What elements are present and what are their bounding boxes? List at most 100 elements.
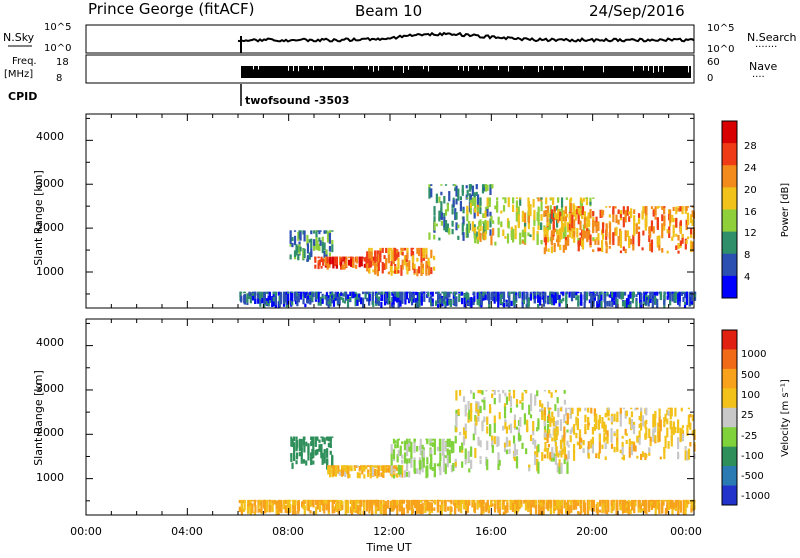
heatmap-cell bbox=[316, 293, 319, 299]
heatmap-cell bbox=[599, 291, 602, 295]
heatmap-cell bbox=[486, 426, 489, 434]
heatmap-cell bbox=[691, 499, 694, 508]
heatmap-cell bbox=[292, 505, 295, 510]
heatmap-cell bbox=[331, 436, 334, 439]
heatmap-cell bbox=[412, 293, 415, 299]
heatmap-cell bbox=[641, 451, 645, 458]
heatmap-cell bbox=[625, 410, 628, 416]
heatmap-cell bbox=[481, 390, 484, 395]
heatmap-cell bbox=[476, 499, 479, 509]
heatmap-cell bbox=[685, 224, 688, 231]
heatmap-cell bbox=[552, 453, 555, 462]
heatmap-cell bbox=[395, 291, 399, 300]
heatmap-cell bbox=[661, 214, 664, 222]
heatmap-cell bbox=[546, 401, 550, 409]
heatmap-cell bbox=[648, 428, 651, 439]
heatmap-cell bbox=[297, 231, 300, 241]
heatmap-cell bbox=[532, 437, 535, 445]
heatmap-cell bbox=[473, 192, 476, 199]
heatmap-cell bbox=[584, 414, 587, 423]
heatmap-cell bbox=[271, 296, 274, 306]
heatmap-cell bbox=[431, 291, 434, 297]
heatmap-cell bbox=[446, 203, 449, 212]
heatmap-cell bbox=[464, 458, 467, 465]
heatmap-cell bbox=[401, 291, 404, 304]
heatmap-cell bbox=[574, 503, 578, 510]
heatmap-cell bbox=[428, 297, 431, 303]
heatmap-cell bbox=[464, 404, 467, 417]
heatmap-cell bbox=[324, 295, 327, 300]
heatmap-cell bbox=[489, 218, 492, 228]
heatmap-cell bbox=[497, 296, 500, 308]
heatmap-cell bbox=[625, 433, 628, 437]
heatmap-cell bbox=[580, 295, 583, 306]
heatmap-cell bbox=[392, 449, 396, 460]
heatmap-cell bbox=[573, 501, 577, 508]
heatmap-cell bbox=[528, 464, 531, 468]
heatmap-cell bbox=[389, 247, 393, 251]
heatmap-cell bbox=[474, 199, 477, 210]
heatmap-cell bbox=[362, 291, 365, 295]
heatmap-cell bbox=[652, 500, 655, 509]
freq-gap bbox=[463, 66, 464, 71]
heatmap-cell bbox=[282, 292, 286, 303]
heatmap-cell bbox=[616, 440, 619, 446]
heatmap-cell bbox=[332, 294, 336, 300]
colorbar-segment bbox=[722, 187, 737, 210]
heatmap-cell bbox=[592, 219, 595, 232]
heatmap-cell bbox=[406, 459, 409, 472]
heatmap-cell bbox=[527, 200, 531, 211]
heatmap-cell bbox=[387, 499, 390, 509]
heatmap-cell bbox=[408, 458, 411, 464]
heatmap-cell bbox=[440, 499, 443, 507]
heatmap-cell bbox=[348, 259, 351, 266]
heatmap-cell bbox=[323, 501, 326, 514]
heatmap-cell bbox=[401, 247, 404, 252]
heatmap-cell bbox=[274, 291, 278, 297]
heatmap-cell bbox=[691, 414, 694, 422]
heatmap-cell bbox=[304, 303, 307, 308]
heatmap-cell bbox=[544, 292, 547, 299]
heatmap-cell bbox=[435, 291, 438, 294]
heatmap-cell bbox=[537, 215, 540, 226]
heatmap-cell bbox=[323, 499, 326, 504]
heatmap-cell bbox=[505, 436, 509, 447]
heatmap-cell bbox=[317, 263, 320, 270]
heatmap-cell bbox=[396, 439, 399, 449]
heatmap-cell bbox=[560, 206, 564, 217]
heatmap-cell bbox=[654, 435, 657, 441]
heatmap-cell bbox=[436, 463, 439, 467]
heatmap-cell bbox=[566, 413, 569, 425]
xlabel: Time UT bbox=[365, 541, 411, 554]
heatmap-cell bbox=[430, 267, 433, 274]
heatmap-cell bbox=[641, 415, 645, 427]
heatmap-cell bbox=[455, 185, 458, 197]
heatmap-cell bbox=[554, 441, 557, 446]
heatmap-cell bbox=[497, 436, 500, 446]
heatmap-cell bbox=[513, 426, 516, 430]
heatmap-cell bbox=[355, 256, 358, 259]
heatmap-cell bbox=[306, 255, 310, 262]
heatmap-cell bbox=[380, 301, 383, 308]
heatmap-cell bbox=[640, 292, 643, 300]
heatmap-cell bbox=[394, 247, 397, 256]
heatmap-cell bbox=[433, 467, 436, 478]
heatmap-cell bbox=[566, 234, 570, 246]
freq-gap bbox=[663, 66, 664, 73]
freq-gap bbox=[378, 66, 379, 71]
heatmap-cell bbox=[331, 244, 334, 253]
heatmap-cell bbox=[610, 502, 613, 513]
heatmap-cell bbox=[642, 206, 645, 214]
heatmap-cell bbox=[475, 403, 478, 412]
heatmap-cell bbox=[666, 427, 669, 438]
heatmap-cell bbox=[586, 230, 589, 243]
heatmap-cell bbox=[527, 499, 530, 508]
heatmap-cell bbox=[383, 263, 386, 270]
velocity-ytick-1000: 1000 bbox=[36, 471, 64, 484]
heatmap-cell bbox=[371, 466, 375, 477]
heatmap-cell bbox=[543, 415, 546, 424]
heatmap-cell bbox=[356, 465, 359, 467]
heatmap-cell bbox=[629, 238, 633, 245]
heatmap-cell bbox=[565, 504, 568, 514]
